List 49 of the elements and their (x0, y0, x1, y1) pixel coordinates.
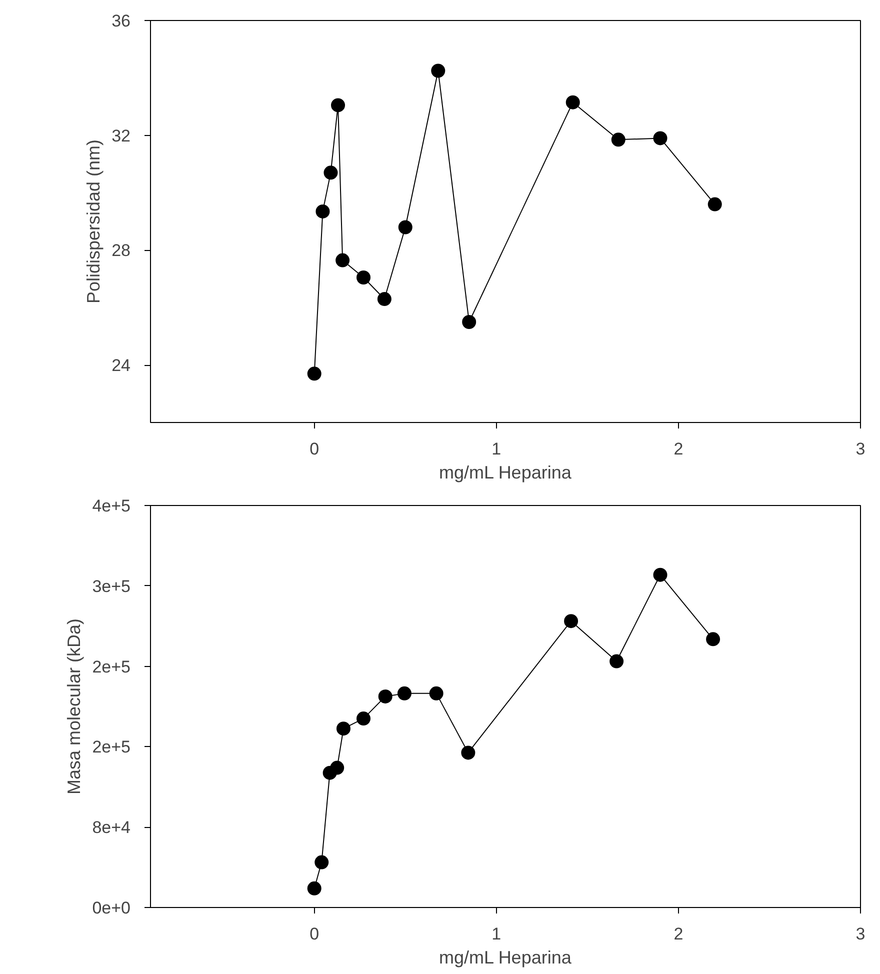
y-tick-label: 2e+5 (92, 657, 131, 676)
x-tick-label: 0 (310, 924, 320, 944)
y-tick-label: 24 (112, 356, 131, 376)
x-tick-label: 2 (674, 440, 684, 458)
point (564, 614, 578, 628)
point (330, 760, 344, 775)
point (377, 292, 392, 306)
point (431, 64, 446, 78)
point (356, 270, 370, 284)
point (307, 366, 322, 381)
x-axis-title: mg/mL Heparina (438, 462, 572, 482)
point (653, 568, 668, 582)
point (314, 855, 329, 870)
point (324, 166, 338, 180)
point (566, 95, 580, 110)
y-tick-label: 32 (112, 126, 131, 146)
y-tick-label: 8e+4 (92, 818, 131, 838)
point (356, 712, 370, 726)
x-tick-label: 1 (492, 924, 502, 944)
point (708, 197, 722, 212)
point (610, 654, 624, 668)
point (397, 686, 412, 700)
point (378, 689, 392, 704)
point (429, 686, 444, 700)
x-tick-label: 0 (310, 440, 320, 458)
point (461, 746, 476, 760)
point (331, 98, 346, 112)
point (706, 632, 720, 646)
y-tick-label: 28 (112, 241, 131, 260)
point (398, 220, 412, 234)
y-tick-label: 0e+0 (92, 898, 131, 918)
y-tick-label: 4e+5 (92, 496, 131, 516)
x-tick-label: 2 (674, 924, 684, 944)
point (611, 132, 626, 147)
y-tick-label: 2e+5 (92, 738, 131, 757)
point (653, 131, 668, 146)
x-tick-label: 3 (856, 440, 866, 458)
point (336, 722, 350, 736)
point (316, 204, 330, 218)
y-axis-title: Masa molecular (kDa) (64, 618, 84, 795)
x-tick-label: 3 (856, 924, 866, 944)
point (307, 881, 322, 896)
point (336, 253, 350, 268)
y-axis-title: Polidispersidad (nm) (84, 139, 104, 304)
y-tick-label: 36 (112, 12, 131, 30)
x-tick-label: 1 (492, 440, 502, 458)
x-axis-title: mg/mL Heparina (438, 948, 572, 968)
y-tick-label: 3e+5 (92, 576, 131, 596)
point (462, 315, 476, 329)
